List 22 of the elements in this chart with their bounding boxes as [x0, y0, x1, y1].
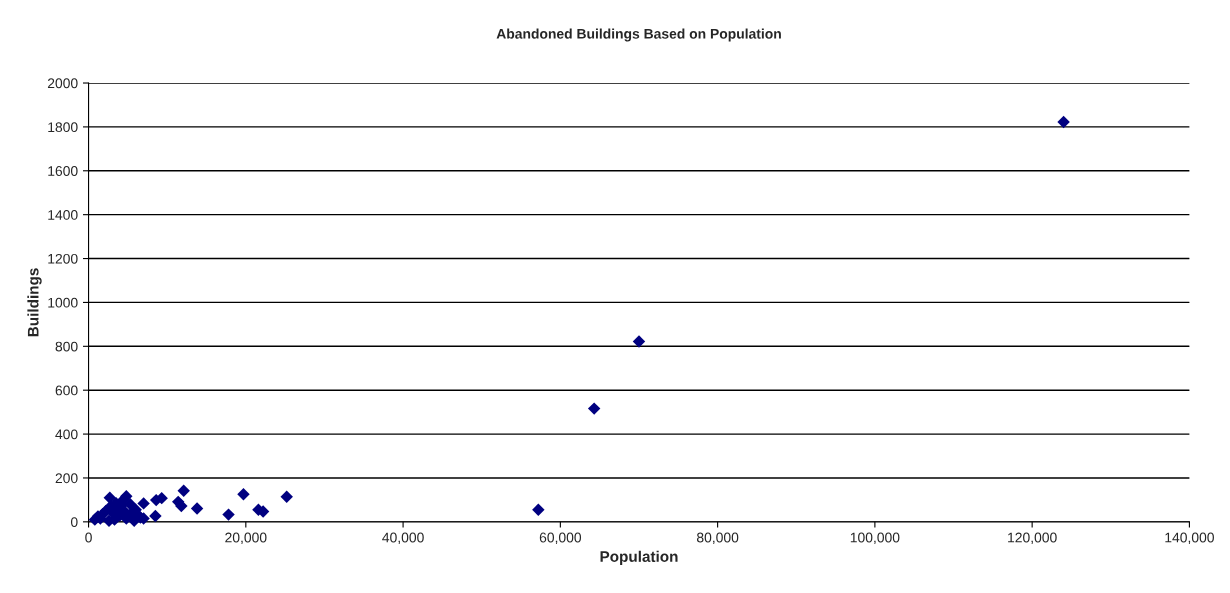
y-tick-label: 2000	[47, 78, 78, 89]
chart-title: Abandoned Buildings Based on Population	[496, 28, 781, 42]
x-tick-label: 0	[85, 532, 92, 543]
y-tick-label: 1400	[48, 210, 78, 220]
y-tick-label: 1800	[48, 122, 78, 133]
x-tick-label: 120,000	[1008, 532, 1057, 545]
y-tick-label: 400	[55, 429, 78, 440]
y-axis-title: Buildings	[27, 268, 42, 337]
y-tick-label: 0	[70, 517, 78, 528]
y-tick-label: 1200	[48, 253, 78, 264]
y-tick-label: 600	[55, 385, 78, 396]
x-axis-title: Population	[600, 550, 678, 565]
x-tick-label: 80,000	[696, 532, 739, 545]
y-tick-label: 1000	[48, 297, 78, 308]
x-tick-label: 40,000	[382, 532, 424, 545]
y-tick-label: 200	[55, 473, 78, 484]
x-tick-label: 100,000	[850, 532, 900, 545]
x-tick-label: 60,000	[539, 532, 582, 545]
x-tick-label: 140,000	[1165, 532, 1214, 545]
y-tick-label: 1600	[48, 166, 78, 176]
y-tick-label: 800	[55, 341, 78, 352]
x-tick-label: 20,000	[225, 532, 267, 545]
